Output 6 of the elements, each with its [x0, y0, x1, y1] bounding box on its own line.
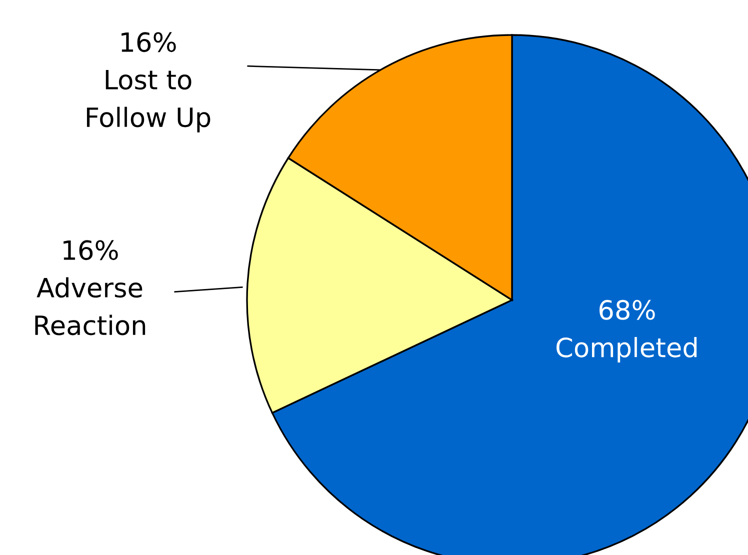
- slice-label: Adverse Reaction: [35, 277, 146, 336]
- slice-label: Completed: [556, 337, 697, 363]
- slice-label: Lost to Follow Up: [86, 70, 210, 132]
- data-label: 68%: [600, 300, 655, 320]
- data-label: 16%: [64, 240, 118, 260]
- data-label: 16%: [122, 32, 176, 52]
